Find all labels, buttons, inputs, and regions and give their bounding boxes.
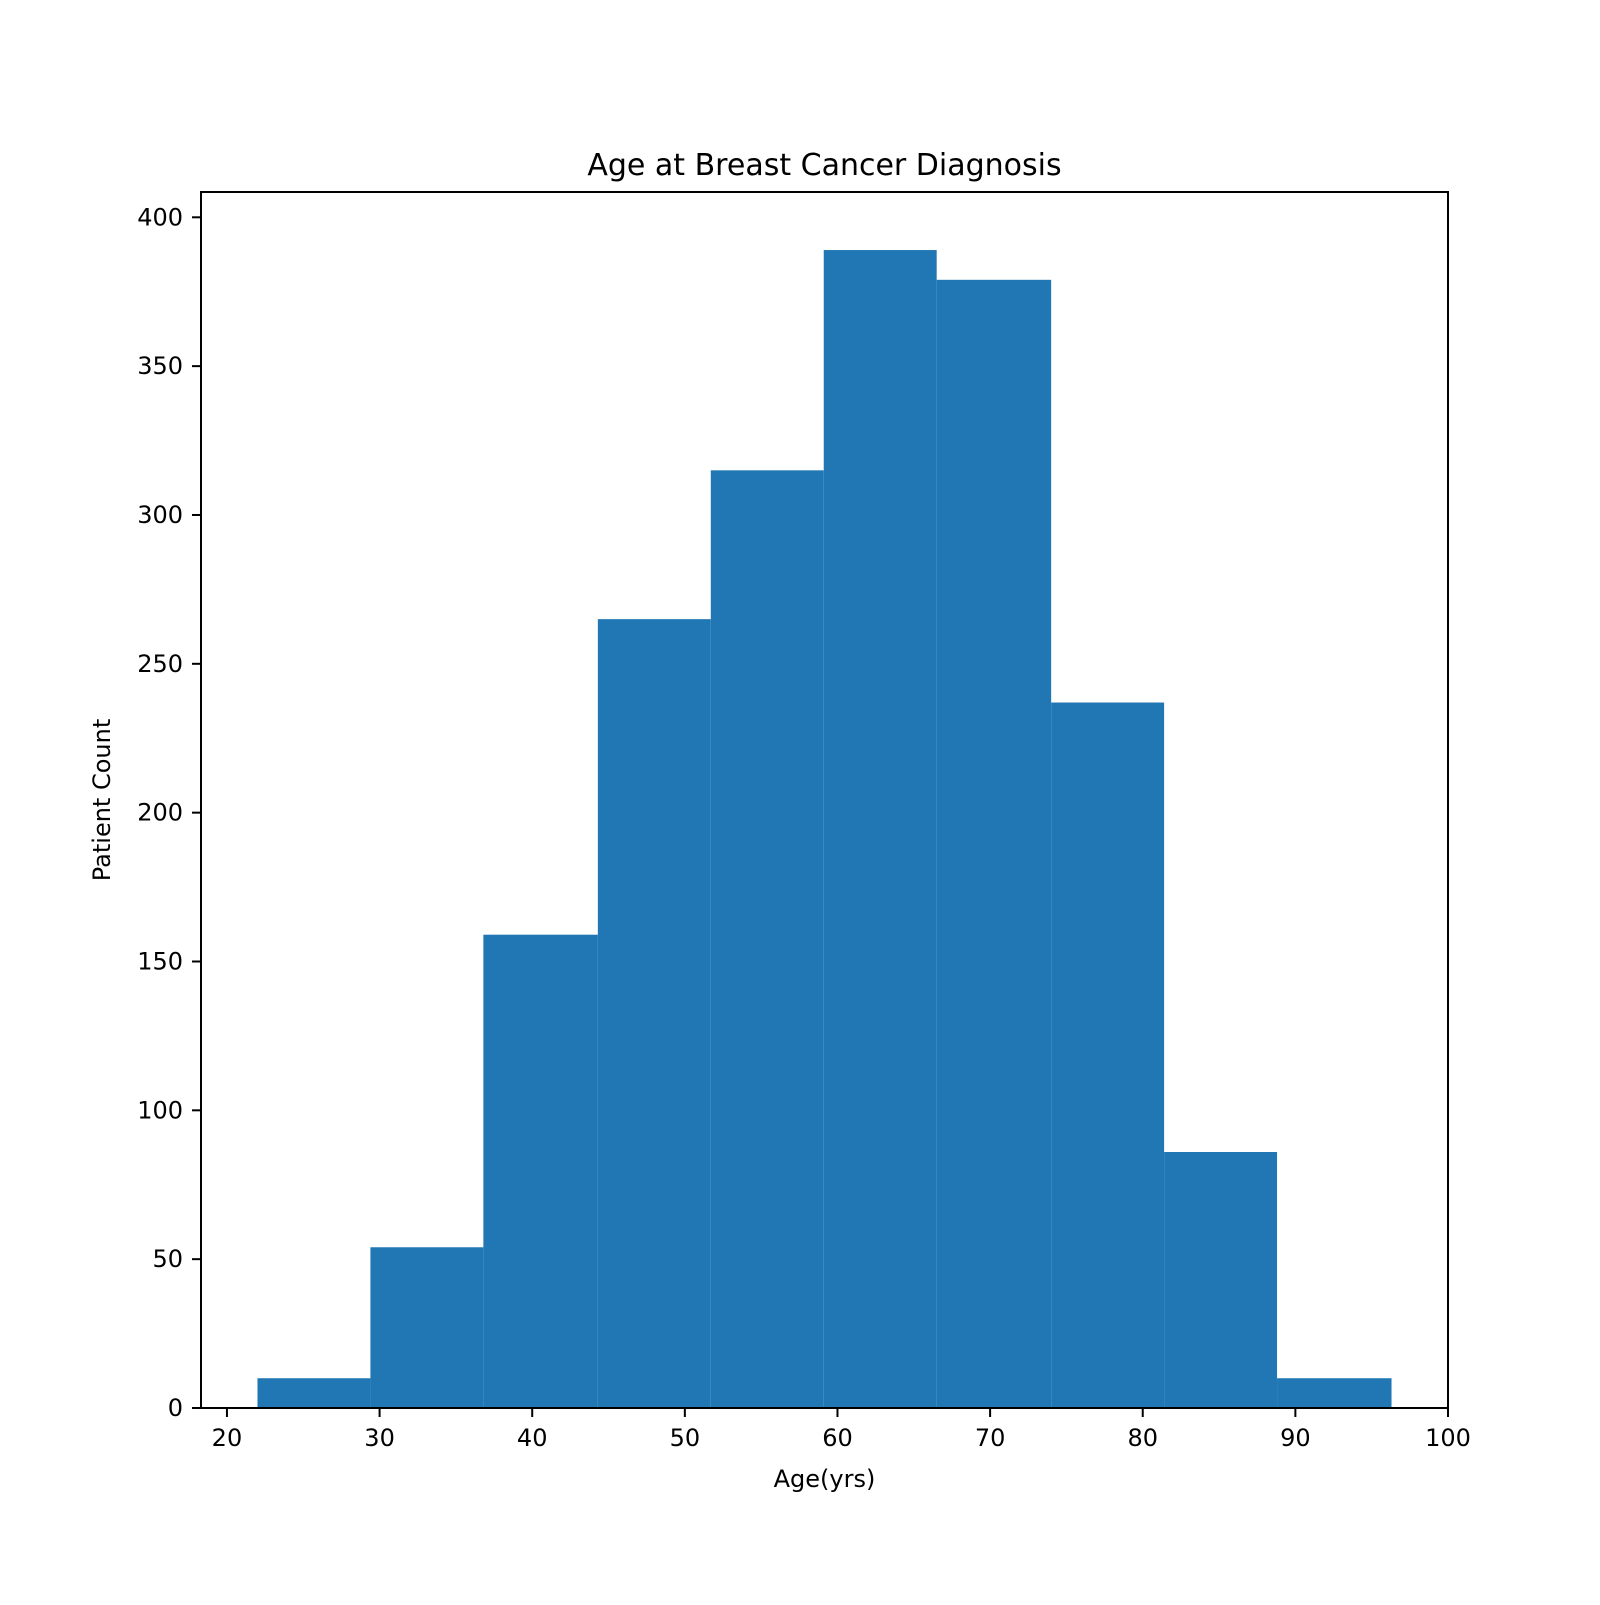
histogram-bar — [597, 619, 711, 1408]
x-tick-label: 90 — [1280, 1424, 1311, 1452]
histogram-bar — [823, 250, 937, 1408]
y-tick-label: 50 — [152, 1245, 183, 1273]
y-tick-label: 150 — [137, 947, 183, 975]
x-tick-label: 40 — [517, 1424, 548, 1452]
y-axis: 0 50 100 150 200 250 300 350 400 — [137, 203, 201, 1422]
histogram-bar — [370, 1247, 484, 1408]
x-axis-label: Age(yrs) — [774, 1465, 876, 1493]
y-tick-label: 0 — [168, 1394, 183, 1422]
x-tick-label: 20 — [212, 1424, 243, 1452]
y-tick-label: 400 — [137, 203, 183, 231]
histogram-bar — [483, 934, 598, 1408]
x-tick-label: 60 — [822, 1424, 853, 1452]
y-axis-label: Patient Count — [88, 719, 116, 881]
histogram-bar — [710, 470, 824, 1409]
histogram-bar — [1164, 1152, 1278, 1408]
x-tick-label: 50 — [670, 1424, 701, 1452]
chart-title: Age at Breast Cancer Diagnosis — [587, 148, 1061, 183]
axes-frame — [200, 191, 1449, 1409]
y-tick-label: 100 — [137, 1096, 183, 1124]
histogram-bar — [257, 1378, 371, 1408]
y-tick-label: 350 — [137, 352, 183, 380]
y-tick-label: 250 — [137, 650, 183, 678]
histogram-bar — [1051, 702, 1165, 1408]
histogram-bar — [1277, 1378, 1392, 1408]
x-tick-label: 80 — [1127, 1424, 1158, 1452]
bars-layer — [257, 250, 1392, 1409]
y-tick-label: 300 — [137, 501, 183, 529]
x-tick-label: 100 — [1425, 1424, 1471, 1452]
x-axis: 20 30 40 50 60 70 80 90 100 — [212, 1408, 1471, 1452]
x-tick-label: 70 — [975, 1424, 1006, 1452]
x-tick-label: 30 — [364, 1424, 395, 1452]
histogram-bar — [936, 279, 1052, 1408]
y-tick-label: 200 — [137, 799, 183, 827]
